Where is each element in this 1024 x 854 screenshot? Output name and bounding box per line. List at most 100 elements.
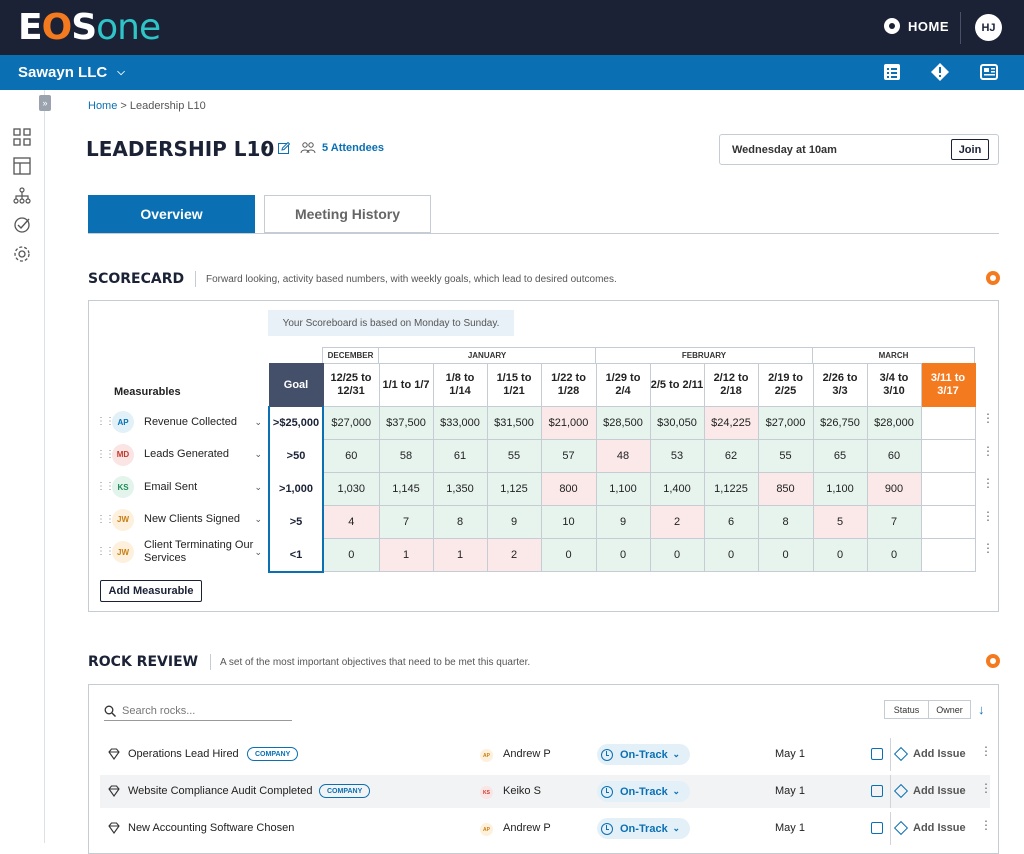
- measurable-label-row[interactable]: ⋮⋮ KS Email Sent ⌄: [96, 471, 268, 503]
- home-link[interactable]: HOME: [884, 18, 949, 34]
- score-cell[interactable]: $27,000: [322, 406, 380, 440]
- score-cell[interactable]: 800: [540, 472, 597, 506]
- score-cell[interactable]: $28,500: [595, 406, 651, 440]
- measurable-label-row[interactable]: ⋮⋮ AP Revenue Collected ⌄: [96, 406, 268, 438]
- join-button[interactable]: Join: [951, 139, 989, 160]
- drag-handle-icon[interactable]: ⋮⋮: [96, 448, 115, 460]
- score-cell[interactable]: 0: [703, 538, 759, 572]
- score-cell[interactable]: $28,000: [866, 406, 922, 440]
- score-cell[interactable]: 850: [757, 472, 814, 506]
- more-options-icon[interactable]: ⋮: [980, 818, 992, 832]
- score-cell[interactable]: 60: [322, 439, 380, 473]
- layout-icon[interactable]: [13, 157, 31, 175]
- note-icon[interactable]: [871, 748, 883, 760]
- score-cell[interactable]: 62: [703, 439, 759, 473]
- score-cell[interactable]: 1,125: [486, 472, 542, 506]
- score-cell[interactable]: 0: [540, 538, 597, 572]
- sort-arrow-down-icon[interactable]: ↓: [978, 702, 985, 717]
- score-cell[interactable]: $24,225: [703, 406, 759, 440]
- score-cell[interactable]: 1: [378, 538, 434, 572]
- more-options-icon[interactable]: ⋮: [982, 411, 994, 425]
- add-measurable-button[interactable]: Add Measurable: [100, 580, 202, 602]
- newspaper-icon[interactable]: [980, 63, 998, 81]
- score-cell[interactable]: 55: [757, 439, 814, 473]
- score-cell[interactable]: 8: [432, 505, 488, 539]
- expand-sidebar-icon[interactable]: »: [39, 95, 51, 111]
- more-options-icon[interactable]: ⋮: [982, 443, 994, 458]
- score-cell[interactable]: 0: [595, 538, 651, 572]
- score-cell[interactable]: 2: [649, 505, 705, 539]
- score-cell[interactable]: 61: [432, 439, 488, 473]
- more-options-icon[interactable]: ⋮: [980, 744, 992, 758]
- add-issue-button[interactable]: Add Issue: [893, 820, 966, 836]
- score-cell[interactable]: 0: [322, 538, 380, 572]
- score-cell[interactable]: 1,100: [595, 472, 651, 506]
- more-options-icon[interactable]: ⋮: [982, 541, 994, 555]
- add-issue-button[interactable]: Add Issue: [893, 746, 966, 762]
- score-cell[interactable]: 0: [812, 538, 868, 572]
- chevron-down-icon[interactable]: ⌄: [254, 514, 262, 524]
- score-cell[interactable]: 4: [322, 505, 380, 539]
- measurable-label-row[interactable]: ⋮⋮ MD Leads Generated ⌄: [96, 439, 268, 471]
- score-cell[interactable]: 10: [540, 505, 597, 539]
- score-cell[interactable]: 0: [649, 538, 705, 572]
- score-cell[interactable]: 6: [703, 505, 759, 539]
- score-cell[interactable]: 5: [812, 505, 868, 539]
- score-cell[interactable]: [920, 472, 976, 506]
- tab-overview[interactable]: Overview: [88, 195, 255, 233]
- measurable-label-row[interactable]: ⋮⋮ JW New Clients Signed ⌄: [96, 504, 268, 536]
- status-dropdown[interactable]: On-Track ⌄: [597, 818, 690, 839]
- score-cell[interactable]: 9: [595, 505, 651, 539]
- score-cell[interactable]: 1,100: [812, 472, 868, 506]
- score-cell[interactable]: $26,750: [812, 406, 868, 440]
- more-options-icon[interactable]: ⋮: [982, 508, 994, 523]
- score-cell[interactable]: 2: [486, 538, 542, 572]
- measurable-label-row[interactable]: ⋮⋮ JW Client Terminating Our Services ⌄: [96, 536, 268, 568]
- score-cell[interactable]: 1,030: [322, 472, 380, 506]
- score-cell[interactable]: [920, 538, 976, 572]
- score-cell[interactable]: $21,000: [540, 406, 597, 440]
- score-cell[interactable]: $30,050: [649, 406, 705, 440]
- score-cell[interactable]: 48: [595, 439, 651, 473]
- score-cell[interactable]: 8: [757, 505, 814, 539]
- rock-review-settings-icon[interactable]: [986, 654, 1000, 668]
- more-options-icon[interactable]: ⋮: [980, 781, 992, 795]
- caret-down-icon[interactable]: ▼: [260, 144, 270, 155]
- chevron-down-icon[interactable]: ⌄: [254, 481, 262, 492]
- goal-cell[interactable]: >1,000: [268, 472, 324, 506]
- score-cell[interactable]: [920, 505, 976, 539]
- note-icon[interactable]: [871, 785, 883, 797]
- status-dropdown[interactable]: On-Track ⌄: [597, 781, 690, 802]
- issue-alert-icon[interactable]: [931, 63, 949, 81]
- rock-row[interactable]: Website Compliance Audit Completed COMPAN…: [100, 775, 992, 808]
- rock-row[interactable]: Operations Lead Hired COMPANY AP Andrew P On…: [100, 738, 992, 771]
- user-avatar[interactable]: HJ: [975, 14, 1002, 41]
- score-cell[interactable]: 53: [649, 439, 705, 473]
- score-cell[interactable]: 1,145: [378, 472, 434, 506]
- score-cell[interactable]: 65: [812, 439, 868, 473]
- score-cell[interactable]: $31,500: [486, 406, 542, 440]
- checkmark-circle-icon[interactable]: [13, 216, 31, 234]
- goal-cell[interactable]: >5: [268, 505, 324, 539]
- score-cell[interactable]: 1,1225: [703, 472, 759, 506]
- score-cell[interactable]: 58: [378, 439, 434, 473]
- list-icon[interactable]: [883, 63, 901, 81]
- score-cell[interactable]: 57: [540, 439, 597, 473]
- score-cell[interactable]: 60: [866, 439, 922, 473]
- note-icon[interactable]: [871, 822, 883, 834]
- goal-cell[interactable]: >50: [268, 439, 324, 473]
- score-cell[interactable]: 1,350: [432, 472, 488, 506]
- status-filter-button[interactable]: Status: [884, 700, 929, 719]
- score-cell[interactable]: 9: [486, 505, 542, 539]
- chevron-down-icon[interactable]: ⌄: [254, 416, 262, 427]
- drag-handle-icon[interactable]: ⋮⋮: [96, 546, 115, 557]
- owner-filter-button[interactable]: Owner: [928, 700, 971, 719]
- goal-cell[interactable]: >$25,000: [268, 406, 324, 440]
- chevron-down-icon[interactable]: ⌄: [254, 449, 262, 459]
- more-options-icon[interactable]: ⋮: [982, 476, 994, 490]
- score-cell[interactable]: 7: [378, 505, 434, 539]
- score-cell[interactable]: 1,400: [649, 472, 705, 506]
- score-cell[interactable]: [920, 439, 976, 473]
- chevron-down-icon[interactable]: ⌄: [254, 546, 262, 557]
- score-cell[interactable]: $33,000: [432, 406, 488, 440]
